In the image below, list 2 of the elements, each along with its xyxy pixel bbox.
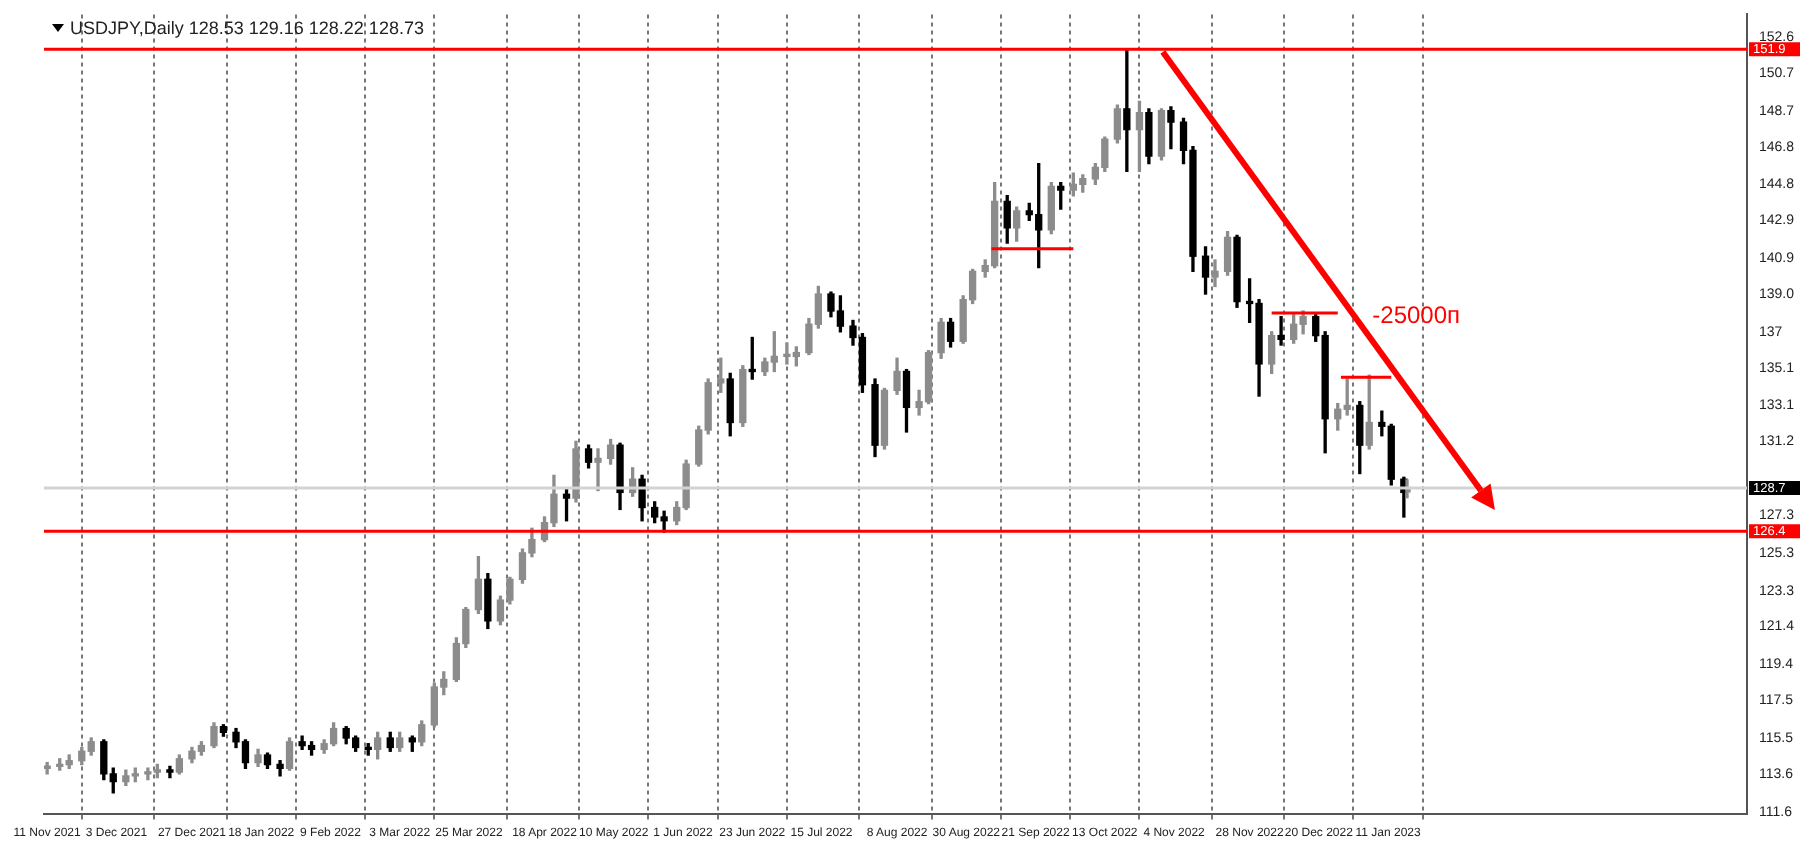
annotation: -25000п — [1372, 301, 1461, 330]
chart-title: USDJPY,Daily 128.53 129.16 128.22 128.73 — [70, 18, 424, 39]
